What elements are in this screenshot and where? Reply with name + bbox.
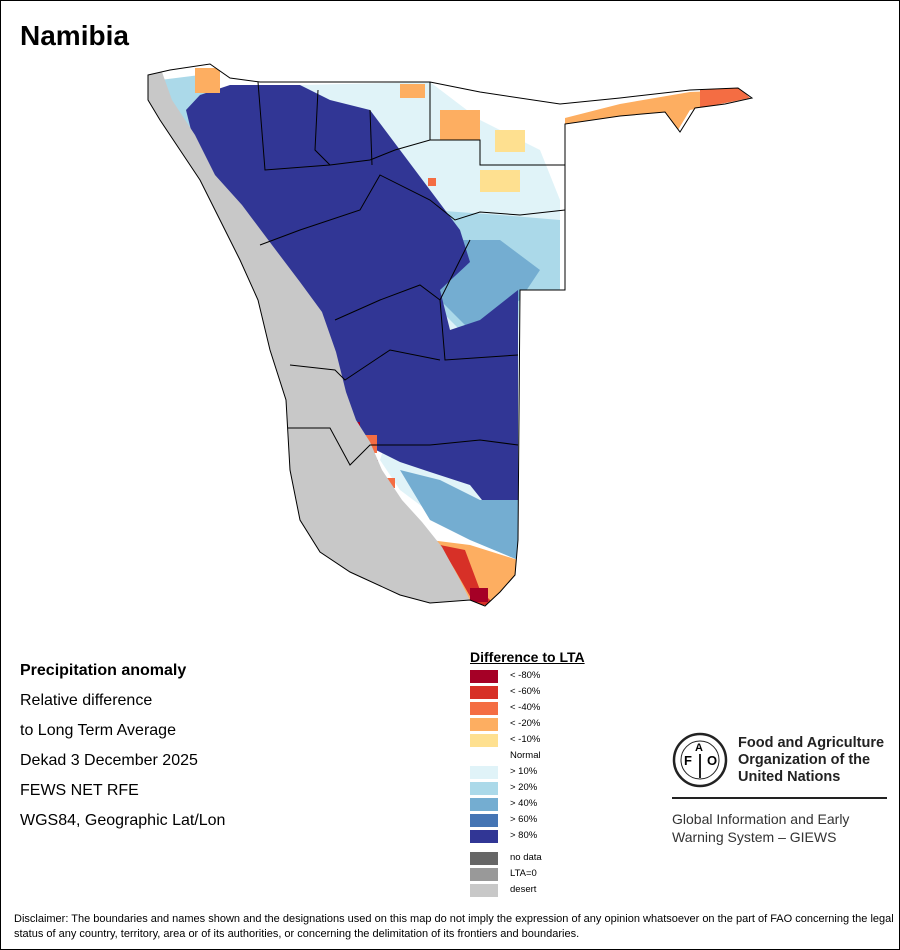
legend-item: > 60% (470, 812, 585, 828)
anomaly-cell (495, 130, 525, 152)
legend-label: no data (510, 852, 542, 863)
anomaly-cell (195, 68, 220, 93)
legend-label: < -20% (510, 718, 541, 729)
legend-swatch (470, 765, 498, 779)
legend-swatch (470, 829, 498, 843)
legend-item: > 80% (470, 828, 585, 844)
legend-label: < -40% (510, 702, 541, 713)
anomaly-zone-gt80 (186, 85, 518, 510)
svg-text:O: O (707, 753, 717, 768)
info-line1: Relative difference (20, 692, 153, 709)
legend-item: < -60% (470, 684, 585, 700)
info-heading: Precipitation anomaly (20, 662, 187, 679)
legend: Difference to LTA < -80% < -60% < -40% < -2… (470, 648, 585, 898)
info-period: Dekad 3 December 2025 (20, 752, 198, 769)
map-title: Namibia (20, 20, 129, 51)
legend-swatch (470, 669, 498, 683)
giews-line1: Global Information and Early (672, 811, 850, 827)
fao-name-line1: Food and Agriculture (738, 734, 885, 751)
anomaly-cell (400, 84, 425, 98)
legend-swatch (470, 851, 498, 865)
giews-name: Global Information and Early Warning Sys… (672, 810, 887, 846)
legend-label: > 10% (510, 766, 538, 777)
legend-label: LTA=0 (510, 868, 537, 879)
legend-swatch (470, 717, 498, 731)
anomaly-cell (440, 110, 480, 140)
legend-swatch (470, 701, 498, 715)
legend-item: no data (470, 850, 585, 866)
map-info: Precipitation anomaly Relative differenc… (20, 656, 225, 836)
legend-item: Normal (470, 748, 585, 764)
legend-swatch (470, 867, 498, 881)
legend-swatch (470, 797, 498, 811)
svg-text:F: F (684, 753, 692, 768)
legend-item: LTA=0 (470, 866, 585, 882)
legend-swatch (470, 749, 498, 763)
anomaly-zone-caprivi-east (700, 88, 750, 108)
legend-label: > 60% (510, 814, 538, 825)
legend-swatch (470, 733, 498, 747)
legend-swatch (470, 813, 498, 827)
legend-label: > 80% (510, 830, 538, 841)
legend-title: Difference to LTA (470, 649, 585, 665)
legend-label: > 40% (510, 798, 538, 809)
legend-item: > 20% (470, 780, 585, 796)
legend-label: > 20% (510, 782, 538, 793)
fao-name-line2: Organization of the (738, 751, 871, 768)
legend-swatch (470, 883, 498, 897)
legend-item: > 10% (470, 764, 585, 780)
anomaly-cell (480, 170, 520, 192)
info-source: FEWS NET RFE (20, 782, 139, 799)
legend-label: < -10% (510, 734, 541, 745)
legend-label: Normal (510, 750, 541, 761)
legend-label: < -60% (510, 686, 541, 697)
admin-boundaries (257, 81, 566, 466)
legend-item: desert (470, 882, 585, 898)
info-line2: to Long Term Average (20, 722, 176, 739)
legend-item: < -80% (470, 668, 585, 684)
fao-name-line3: United Nations (738, 768, 841, 785)
anomaly-map (147, 63, 753, 607)
anomaly-zone-south-verydry (440, 545, 495, 605)
info-projection: WGS84, Geographic Lat/Lon (20, 812, 226, 829)
fao-logo-icon: F A O (672, 732, 728, 788)
fao-divider (672, 797, 887, 799)
svg-text:A: A (695, 742, 703, 754)
anomaly-cell (428, 178, 436, 186)
legend-extra: no data LTA=0 desert (470, 850, 585, 898)
legend-label: < -80% (510, 670, 541, 681)
legend-swatch (470, 685, 498, 699)
legend-item: > 40% (470, 796, 585, 812)
fao-name: Food and Agriculture Organization of the… (738, 735, 884, 786)
legend-item: < -40% (470, 700, 585, 716)
giews-line2: Warning System – GIEWS (672, 829, 837, 845)
legend-item: < -20% (470, 716, 585, 732)
fao-block: F A O Food and Agriculture Organization … (672, 732, 887, 846)
legend-items: < -80% < -60% < -40% < -20% < -10% Normal > 10… (470, 668, 585, 844)
disclaimer: Disclaimer: The boundaries and names sho… (14, 913, 894, 940)
legend-item: < -10% (470, 732, 585, 748)
legend-swatch (470, 781, 498, 795)
anomaly-cell-extreme (470, 588, 488, 602)
legend-label: desert (510, 884, 537, 895)
anomaly-zone-south-blue (400, 470, 518, 560)
